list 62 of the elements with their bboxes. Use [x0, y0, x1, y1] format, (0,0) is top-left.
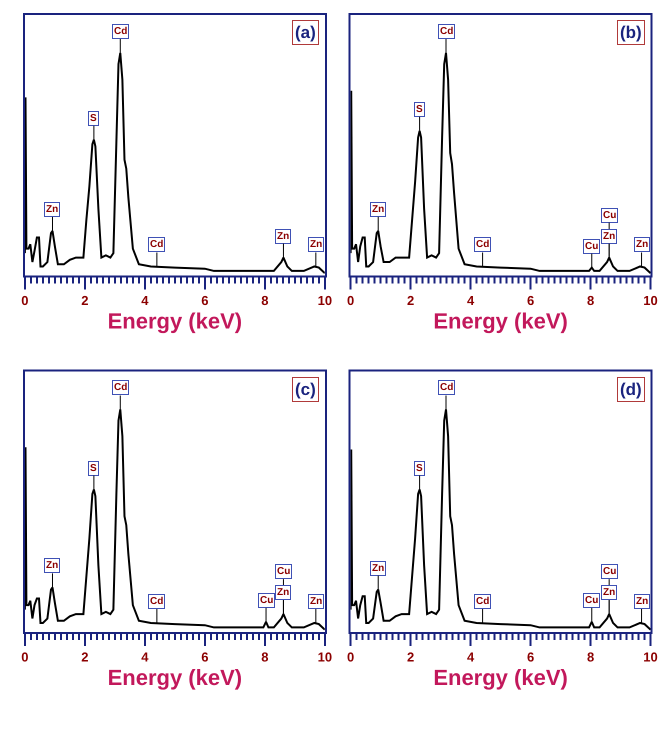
annotation: Zn: [46, 560, 58, 571]
x-tick-label: 6: [201, 649, 208, 664]
chart-title: (a): [295, 23, 316, 42]
x-tick-label: 8: [261, 649, 268, 664]
x-tick-label: 6: [526, 292, 534, 308]
x-tick-label: 6: [526, 649, 534, 664]
x-tick-label: 0: [21, 649, 29, 664]
annotation: Zn: [603, 587, 616, 598]
x-tick-label: 4: [466, 649, 475, 664]
chart-title: (c): [295, 380, 316, 399]
x-tick-label: 10: [643, 292, 658, 308]
x-axis-title: Energy (keV): [433, 308, 568, 334]
x-tick-label: 10: [318, 292, 332, 308]
annotation: Zn: [636, 239, 648, 250]
annotation: Cu: [277, 566, 290, 577]
x-tick-label: 4: [141, 649, 150, 664]
x-tick-label: 6: [201, 292, 208, 308]
x-tick-label: 2: [81, 292, 88, 308]
x-tick-label: 0: [21, 292, 29, 308]
chart-title: (b): [620, 23, 642, 42]
annotation: S: [416, 463, 423, 474]
x-axis-title: Energy (keV): [433, 664, 568, 690]
annotation: S: [90, 463, 97, 474]
x-axis-title: Energy (keV): [108, 664, 242, 690]
annotation: S: [416, 104, 423, 115]
annotation: Zn: [372, 563, 384, 574]
x-tick-label: 4: [141, 292, 150, 308]
annotation: Cu: [585, 595, 598, 606]
annotation: Zn: [277, 231, 290, 242]
x-tick-label: 10: [318, 649, 332, 664]
x-tick-label: 4: [466, 292, 475, 308]
annotation: Cu: [260, 595, 274, 606]
annotation: Zn: [277, 587, 290, 598]
x-tick-label: 8: [586, 292, 594, 308]
x-tick-label: 2: [406, 649, 414, 664]
annotation: Zn: [636, 596, 648, 607]
x-tick-label: 0: [347, 649, 354, 664]
x-tick-label: 8: [261, 292, 268, 308]
annotation: Cd: [440, 26, 454, 37]
x-tick-label: 10: [643, 649, 658, 664]
annotation: Zn: [310, 239, 322, 250]
annotation: Cd: [476, 596, 490, 607]
annotation: Cd: [150, 239, 164, 250]
x-axis-title: Energy (keV): [108, 308, 242, 334]
annotation: Zn: [310, 596, 322, 607]
annotation: Cd: [114, 382, 128, 393]
chart-title: (d): [620, 380, 642, 399]
annotation: S: [90, 113, 97, 124]
annotation: Zn: [372, 204, 384, 215]
annotation: Cu: [585, 241, 598, 252]
annotation: Zn: [46, 204, 58, 215]
x-tick-label: 2: [81, 649, 88, 664]
annotation: Cu: [603, 566, 616, 577]
annotation: Cu: [603, 210, 616, 221]
x-tick-label: 8: [586, 649, 594, 664]
x-tick-label: 2: [406, 292, 414, 308]
x-tick-label: 0: [347, 292, 354, 308]
annotation: Zn: [603, 231, 616, 242]
annotation: Cd: [114, 26, 128, 37]
annotation: Cd: [476, 239, 490, 250]
annotation: Cd: [150, 596, 164, 607]
annotation: Cd: [440, 382, 454, 393]
